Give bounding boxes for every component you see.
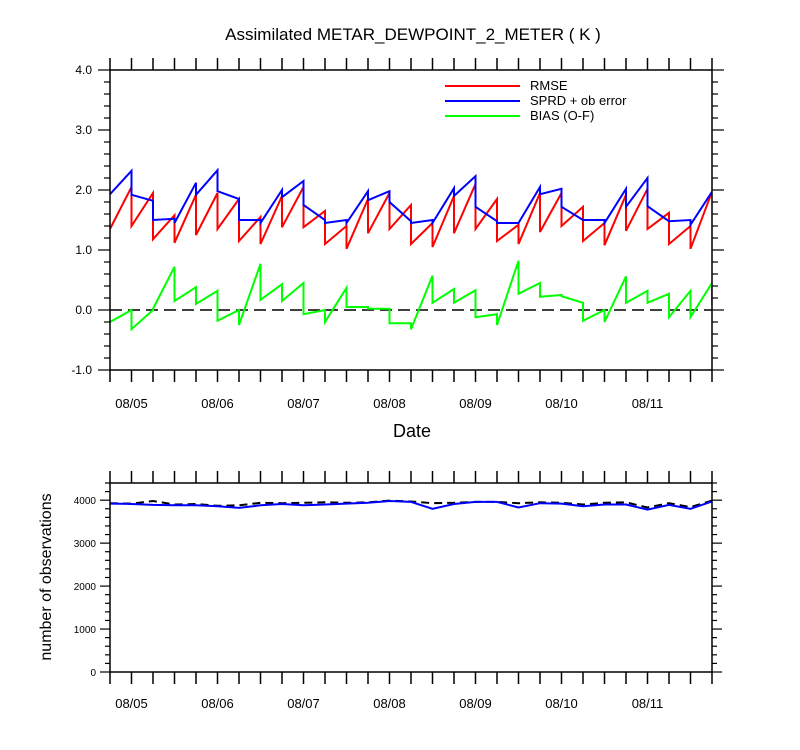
obs-x-tick-label: 08/05 bbox=[115, 696, 148, 711]
obs-y-axis-label: number of observations bbox=[38, 493, 55, 660]
obs-x-tick-label: 08/06 bbox=[201, 696, 234, 711]
obs-y-tick-label: 0 bbox=[90, 668, 96, 679]
top-y-tick-label: -1.0 bbox=[71, 363, 92, 377]
obs-x-tick-label: 08/08 bbox=[373, 696, 406, 711]
legend-label: SPRD + ob error bbox=[530, 93, 627, 108]
obs-y-tick-label: 1000 bbox=[74, 625, 97, 636]
top-y-tick-label: 0.0 bbox=[75, 303, 92, 317]
legend-label: RMSE bbox=[530, 78, 568, 93]
top-x-tick-label: 08/05 bbox=[115, 396, 148, 411]
top-plot-frame bbox=[109, 69, 713, 371]
obs-x-tick-label: 08/10 bbox=[545, 696, 578, 711]
assimilated-obs-line bbox=[110, 499, 712, 511]
obs-y-tick-label: 2000 bbox=[74, 582, 97, 593]
top-plot-series bbox=[110, 167, 712, 332]
top-y-tick-label: 1.0 bbox=[75, 243, 92, 257]
top-plot-ticks bbox=[98, 58, 724, 382]
top-x-tick-label: 08/11 bbox=[632, 396, 664, 411]
obs-y-tick-label: 4000 bbox=[74, 496, 97, 507]
top-x-tick-label: 08/09 bbox=[459, 396, 492, 411]
top-x-tick-label: 08/10 bbox=[545, 396, 578, 411]
top-x-tick-label: 08/06 bbox=[201, 396, 234, 411]
top-y-tick-label: 2.0 bbox=[75, 183, 92, 197]
spread-line bbox=[110, 167, 712, 229]
obs-x-tick-label: 08/09 bbox=[459, 696, 492, 711]
obs-plot-tick-labels: 0 1000 2000 3000 4000 08/05 08/06 08/07 08/08 08/… bbox=[74, 496, 664, 711]
x-axis-label: Date bbox=[393, 421, 431, 441]
chart-title: Assimilated METAR_DEWPOINT_2_METER ( K ) bbox=[225, 25, 601, 44]
obs-plot-ticks bbox=[100, 471, 722, 684]
obs-y-tick-label: 3000 bbox=[74, 539, 97, 550]
top-x-tick-label: 08/08 bbox=[373, 396, 406, 411]
bias-line bbox=[110, 260, 712, 332]
top-y-tick-label: 4.0 bbox=[75, 63, 92, 77]
top-x-tick-label: 08/07 bbox=[287, 396, 320, 411]
legend-label: BIAS (O-F) bbox=[530, 108, 594, 123]
rmse-line bbox=[110, 183, 712, 250]
top-plot-tick-labels: -1.0 0.0 1.0 2.0 3.0 4.0 08/05 08/06 08/07 08/08 0… bbox=[71, 63, 663, 411]
top-plot: -1.0 0.0 1.0 2.0 3.0 4.0 08/05 08/06 08/07 08/08 0… bbox=[71, 58, 724, 411]
obs-plot-frame bbox=[109, 482, 713, 673]
obs-x-tick-label: 08/11 bbox=[632, 696, 664, 711]
top-y-tick-label: 3.0 bbox=[75, 123, 92, 137]
obs-plot-series bbox=[110, 499, 712, 511]
obs-x-tick-label: 08/07 bbox=[287, 696, 320, 711]
obs-plot: 0 1000 2000 3000 4000 08/05 08/06 08/07 08/08 08/… bbox=[74, 471, 722, 711]
